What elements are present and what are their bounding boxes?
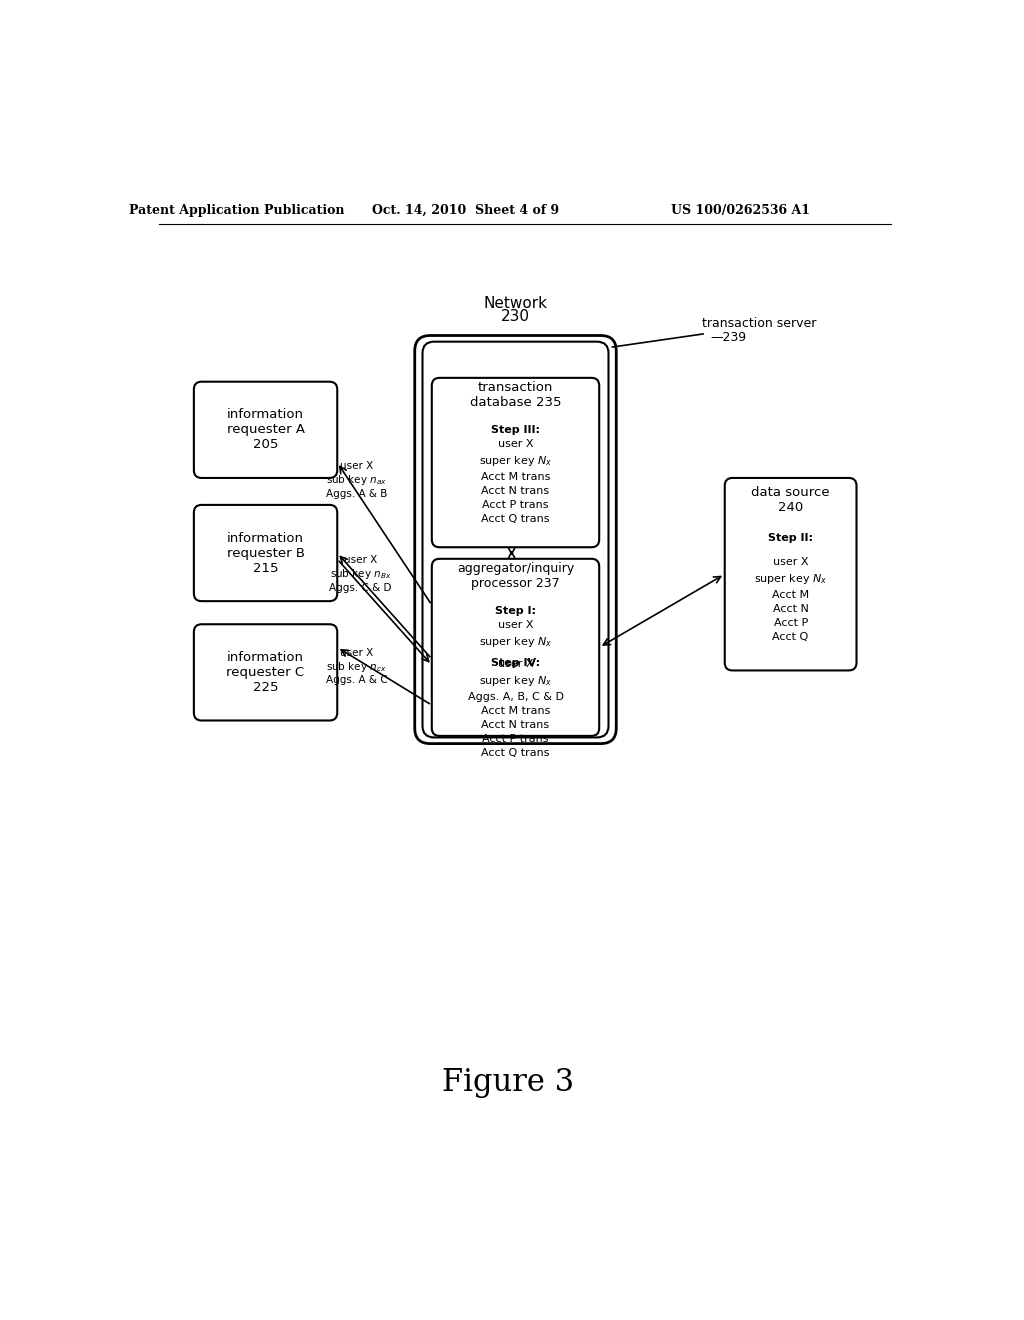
Text: Step IV:: Step IV:	[490, 657, 540, 668]
Text: data source
240: data source 240	[752, 486, 829, 513]
Text: Network: Network	[483, 296, 548, 310]
Text: transaction
database 235: transaction database 235	[470, 380, 561, 409]
Text: information
requester A
205: information requester A 205	[226, 408, 304, 451]
Text: Patent Application Publication: Patent Application Publication	[129, 205, 344, 218]
FancyBboxPatch shape	[194, 381, 337, 478]
Text: user X
super key $N_x$
Acct M
Acct N
Acct P
Acct Q: user X super key $N_x$ Acct M Acct N Acc…	[754, 557, 827, 642]
Text: user X
sub key $n_{ax}$
Aggs. A & B: user X sub key $n_{ax}$ Aggs. A & B	[326, 462, 387, 499]
Text: information
requester C
225: information requester C 225	[226, 651, 304, 694]
Text: user X
sub key $n_{Bx}$
Aggs. C & D: user X sub key $n_{Bx}$ Aggs. C & D	[330, 556, 392, 593]
Text: —239: —239	[711, 330, 746, 343]
Text: user X
super key $N_x$: user X super key $N_x$	[479, 620, 552, 648]
Text: user X
sub key $n_{cx}$
Aggs. A & C: user X sub key $n_{cx}$ Aggs. A & C	[326, 648, 387, 685]
Text: user X
super key $N_x$
Acct M trans
Acct N trans
Acct P trans
Acct Q trans: user X super key $N_x$ Acct M trans Acct…	[479, 440, 552, 524]
Text: Step I:: Step I:	[495, 606, 536, 616]
Text: user X
super key $N_x$
Aggs. A, B, C & D
Acct M trans
Acct N trans
Acct P trans
: user X super key $N_x$ Aggs. A, B, C & D…	[468, 660, 563, 759]
Text: US 100/0262536 A1: US 100/0262536 A1	[671, 205, 810, 218]
FancyBboxPatch shape	[725, 478, 856, 671]
Text: Step III:: Step III:	[490, 425, 540, 436]
FancyBboxPatch shape	[194, 506, 337, 601]
FancyBboxPatch shape	[194, 624, 337, 721]
Text: Oct. 14, 2010  Sheet 4 of 9: Oct. 14, 2010 Sheet 4 of 9	[372, 205, 559, 218]
FancyBboxPatch shape	[423, 342, 608, 738]
Text: aggregator/inquiry
processor 237: aggregator/inquiry processor 237	[457, 562, 574, 590]
FancyBboxPatch shape	[415, 335, 616, 743]
Text: transaction server: transaction server	[701, 317, 816, 330]
Text: information
requester B
215: information requester B 215	[226, 532, 304, 574]
Text: 230: 230	[501, 309, 530, 323]
Text: Step II:: Step II:	[768, 533, 813, 543]
FancyBboxPatch shape	[432, 378, 599, 548]
Text: Figure 3: Figure 3	[441, 1067, 573, 1098]
FancyBboxPatch shape	[432, 558, 599, 737]
